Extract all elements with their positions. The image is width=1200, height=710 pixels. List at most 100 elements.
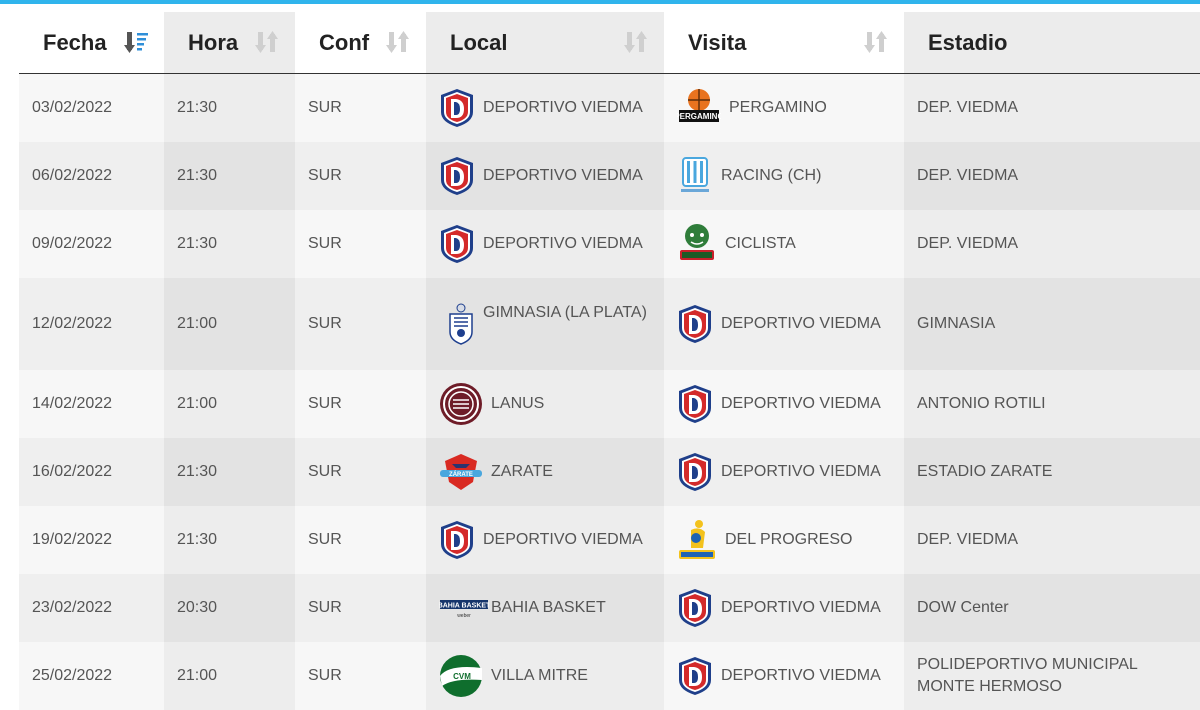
cell-local: ZARATE (426, 438, 664, 506)
cell-hora: 21:00 (164, 642, 295, 710)
cell-conf: SUR (295, 370, 426, 438)
team-name: ZARATE (491, 461, 553, 483)
cell-conf: SUR (295, 642, 426, 710)
cell-local: VILLA MITRE (426, 642, 664, 710)
column-header-label: Hora (188, 30, 238, 55)
cell-estadio: DOW Center (904, 574, 1200, 642)
top-accent-bar (0, 0, 1200, 4)
cell-hora: 21:00 (164, 370, 295, 438)
cell-conf: SUR (295, 574, 426, 642)
cell-local: DEPORTIVO VIEDMA (426, 74, 664, 143)
table-row: 23/02/2022 20:30 SUR BAHIA BASKET DEPORT… (19, 574, 1200, 642)
cell-hora: 21:00 (164, 278, 295, 370)
del-progreso-logo (677, 518, 717, 562)
cell-visita: DEPORTIVO VIEDMA (664, 438, 904, 506)
cell-conf: SUR (295, 210, 426, 278)
deportivo-viedma-logo (439, 157, 475, 195)
cell-estadio: DEP. VIEDMA (904, 142, 1200, 210)
cell-estadio: DEP. VIEDMA (904, 210, 1200, 278)
table-row: 16/02/2022 21:30 SUR ZARATE DEPORTIVO VI… (19, 438, 1200, 506)
villa-mitre-logo (439, 654, 483, 698)
cell-local: DEPORTIVO VIEDMA (426, 142, 664, 210)
sort-icon[interactable] (624, 29, 650, 55)
cell-visita: DEPORTIVO VIEDMA (664, 370, 904, 438)
column-header-label: Visita (688, 30, 746, 55)
team-name: VILLA MITRE (491, 665, 588, 687)
column-header-conf[interactable]: Conf (295, 12, 426, 74)
cell-hora: 21:30 (164, 74, 295, 143)
table-row: 19/02/2022 21:30 SUR DEPORTIVO VIEDMA DE… (19, 506, 1200, 574)
cell-local: DEPORTIVO VIEDMA (426, 506, 664, 574)
cell-estadio: GIMNASIA (904, 278, 1200, 370)
team-name: CICLISTA (725, 233, 796, 255)
table-row: 09/02/2022 21:30 SUR DEPORTIVO VIEDMA CI… (19, 210, 1200, 278)
cell-hora: 21:30 (164, 506, 295, 574)
cell-visita: DEPORTIVO VIEDMA (664, 278, 904, 370)
cell-fecha: 09/02/2022 (19, 210, 164, 278)
table-header: Fecha Hora Conf Local Visita Estadio (19, 12, 1200, 74)
column-header-label: Local (450, 30, 507, 55)
deportivo-viedma-logo (677, 589, 713, 627)
ciclista-logo (677, 222, 717, 266)
cell-conf: SUR (295, 506, 426, 574)
table-row: 06/02/2022 21:30 SUR DEPORTIVO VIEDMA RA… (19, 142, 1200, 210)
zarate-logo (439, 452, 483, 492)
cell-fecha: 12/02/2022 (19, 278, 164, 370)
column-header-local[interactable]: Local (426, 12, 664, 74)
team-name: DEPORTIVO VIEDMA (721, 597, 881, 619)
team-name: GIMNASIA (LA PLATA) (483, 304, 647, 321)
cell-hora: 20:30 (164, 574, 295, 642)
sort-icon[interactable] (864, 29, 890, 55)
deportivo-viedma-logo (677, 305, 713, 343)
cell-hora: 21:30 (164, 142, 295, 210)
column-header-hora[interactable]: Hora (164, 12, 295, 74)
cell-fecha: 19/02/2022 (19, 506, 164, 574)
cell-visita: RACING (CH) (664, 142, 904, 210)
cell-hora: 21:30 (164, 438, 295, 506)
column-header-estadio: Estadio (904, 12, 1200, 74)
deportivo-viedma-logo (677, 385, 713, 423)
cell-local: DEPORTIVO VIEDMA (426, 210, 664, 278)
cell-conf: SUR (295, 142, 426, 210)
team-name: DEPORTIVO VIEDMA (483, 97, 643, 119)
cell-local: LANUS (426, 370, 664, 438)
cell-estadio: POLIDEPORTIVO MUNICIPAL MONTE HERMOSO (904, 642, 1200, 710)
team-name: PERGAMINO (729, 97, 827, 119)
team-name: DEPORTIVO VIEDMA (483, 529, 643, 551)
team-name: DEPORTIVO VIEDMA (721, 393, 881, 415)
column-header-visita[interactable]: Visita (664, 12, 904, 74)
cell-hora: 21:30 (164, 210, 295, 278)
sort-ascending-active-icon[interactable] (124, 29, 150, 55)
team-name: BAHIA BASKET (491, 597, 606, 619)
gimnasia-logo (445, 302, 477, 346)
column-header-label: Conf (319, 30, 369, 55)
cell-fecha: 16/02/2022 (19, 438, 164, 506)
bahia-basket-logo (439, 594, 489, 622)
cell-fecha: 06/02/2022 (19, 142, 164, 210)
cell-visita: DEL PROGRESO (664, 506, 904, 574)
sort-icon[interactable] (386, 29, 412, 55)
team-name: DEPORTIVO VIEDMA (483, 233, 643, 255)
lanus-logo (439, 382, 483, 426)
cell-local: BAHIA BASKET (426, 574, 664, 642)
cell-fecha: 03/02/2022 (19, 74, 164, 143)
cell-visita: DEPORTIVO VIEDMA (664, 574, 904, 642)
column-header-label: Fecha (43, 30, 107, 55)
sort-icon[interactable] (255, 29, 281, 55)
cell-conf: SUR (295, 278, 426, 370)
team-name: DEL PROGRESO (725, 529, 852, 551)
cell-estadio: ANTONIO ROTILI (904, 370, 1200, 438)
racing-chivilcoy-logo (677, 157, 713, 195)
column-header-label: Estadio (928, 30, 1007, 55)
table-row: 25/02/2022 21:00 SUR VILLA MITRE DEPORTI… (19, 642, 1200, 710)
deportivo-viedma-logo (439, 89, 475, 127)
cell-visita: DEPORTIVO VIEDMA (664, 642, 904, 710)
cell-visita: PERGAMINO (664, 74, 904, 143)
cell-fecha: 14/02/2022 (19, 370, 164, 438)
cell-fecha: 23/02/2022 (19, 574, 164, 642)
team-name: LANUS (491, 393, 544, 415)
cell-visita: CICLISTA (664, 210, 904, 278)
cell-estadio: DEP. VIEDMA (904, 506, 1200, 574)
team-name: DEPORTIVO VIEDMA (483, 165, 643, 187)
column-header-fecha[interactable]: Fecha (19, 12, 164, 74)
